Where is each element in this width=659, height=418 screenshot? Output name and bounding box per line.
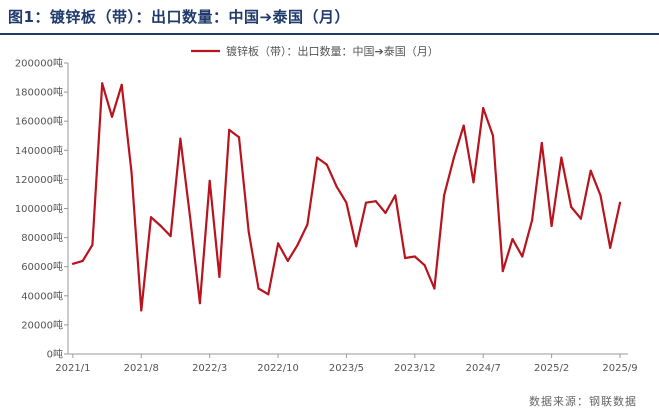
data-point <box>247 230 250 233</box>
data-point <box>570 205 573 209</box>
data-point <box>228 128 231 131</box>
data-point <box>149 216 153 219</box>
series-line <box>72 82 622 312</box>
data-point <box>501 270 504 273</box>
data-point <box>423 264 426 267</box>
data-point <box>110 115 114 118</box>
y-tick-label: 0吨 <box>47 348 63 361</box>
source-note: 数据来源：钢联数据 <box>529 395 637 408</box>
data-point <box>267 293 270 296</box>
data-point <box>599 194 602 197</box>
data-point <box>218 275 221 278</box>
data-point <box>482 107 485 110</box>
data-point <box>491 134 495 137</box>
x-tick-label: 2023/5 <box>329 363 364 374</box>
data-point <box>71 262 74 265</box>
x-tick-label: 2022/10 <box>257 363 299 374</box>
y-tick-label: 20000吨 <box>21 318 63 331</box>
data-point <box>316 156 319 159</box>
data-point <box>237 136 241 139</box>
y-tick-label: 200000吨 <box>15 57 63 70</box>
data-point <box>394 194 397 197</box>
data-point <box>540 141 543 145</box>
data-point <box>550 224 553 228</box>
x-tick-label: 2025/2 <box>534 363 569 374</box>
chart-legend: 镀锌板（带）：出口数量：中国➔泰国（月） <box>191 44 439 58</box>
data-point <box>120 83 123 86</box>
data-point <box>355 245 358 248</box>
data-point <box>345 201 348 204</box>
data-point <box>81 259 84 262</box>
data-point <box>189 216 192 219</box>
plot-area <box>71 82 622 312</box>
data-point <box>521 255 524 258</box>
x-tick-label: 2024/7 <box>466 363 501 374</box>
x-tick-label: 2022/3 <box>192 363 227 374</box>
data-point <box>335 185 338 188</box>
y-tick-label: 140000吨 <box>15 144 63 157</box>
title-divider <box>0 33 659 35</box>
x-axis: 2021/1 2021/8 2022/3 2022/10 2023/5 2023/12 20… <box>55 353 638 374</box>
data-point <box>159 224 162 228</box>
data-point <box>296 243 299 246</box>
data-point <box>140 309 143 312</box>
data-point <box>560 156 563 159</box>
data-point <box>198 302 201 305</box>
y-tick-label: 40000吨 <box>21 289 63 302</box>
data-point <box>101 82 104 85</box>
data-point <box>91 243 94 246</box>
data-point <box>511 238 514 241</box>
x-tick-label: 2021/1 <box>55 363 90 374</box>
data-point <box>452 156 455 159</box>
data-point <box>277 242 280 245</box>
x-tick-label: 2021/8 <box>124 363 159 374</box>
y-tick-label: 80000吨 <box>21 231 63 244</box>
x-tick-label: 2023/12 <box>394 363 436 374</box>
x-tick-label: 2025/9 <box>602 363 637 374</box>
y-tick-label: 180000吨 <box>15 86 63 99</box>
data-point <box>374 200 377 203</box>
y-tick-label: 100000吨 <box>15 202 63 215</box>
data-point <box>472 181 475 184</box>
data-point <box>609 246 612 249</box>
data-point <box>384 211 387 214</box>
y-tick-label: 120000吨 <box>15 173 63 186</box>
data-point <box>531 219 534 222</box>
data-point <box>462 124 465 127</box>
data-point <box>404 256 407 260</box>
data-point <box>169 235 172 238</box>
y-axis: 0吨 20000吨 40000吨 60000吨 80000吨 100000吨 120000吨… <box>15 57 69 361</box>
data-point <box>325 163 328 166</box>
y-tick-label: 160000吨 <box>15 115 63 128</box>
y-tick-label: 60000吨 <box>21 260 63 273</box>
data-point <box>433 287 436 290</box>
data-point <box>306 223 309 226</box>
data-point <box>130 171 133 174</box>
data-point <box>179 137 182 140</box>
figure-title: 图1：镀锌板（带）：出口数量：中国➔泰国（月） <box>8 8 351 26</box>
data-point <box>257 287 260 290</box>
data-point <box>443 194 446 197</box>
data-point <box>579 217 583 220</box>
legend-label: 镀锌板（带）：出口数量：中国➔泰国（月） <box>226 44 439 58</box>
data-point <box>208 179 211 182</box>
data-point <box>364 201 368 204</box>
data-point <box>413 255 416 258</box>
data-point <box>618 201 622 204</box>
data-point <box>286 259 289 262</box>
data-point <box>589 169 592 172</box>
